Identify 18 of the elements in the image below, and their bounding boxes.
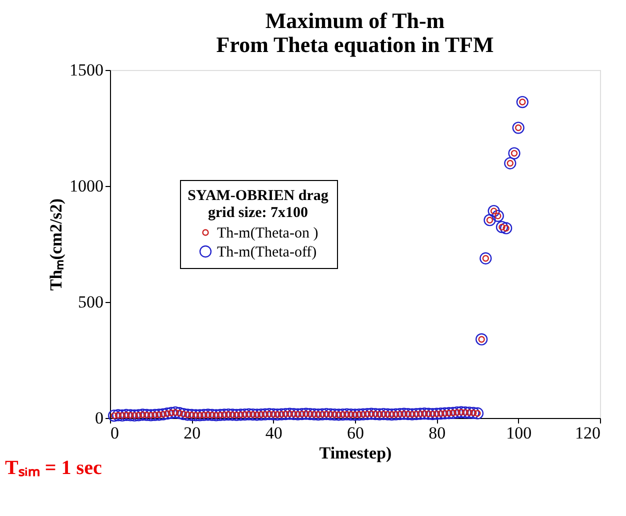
x-tick-label: 20	[184, 424, 201, 442]
x-tick-label: 100	[506, 424, 532, 442]
x-tick-label: 40	[265, 424, 282, 442]
x-tick-label: 0	[110, 424, 119, 442]
x-axis-title: Timestep)	[319, 444, 392, 462]
legend-title: SYAM-OBRIEN drag grid size: 7x100	[188, 188, 329, 221]
y-axis-title: Thₘ(cm2/s2)	[46, 198, 66, 291]
y-tick-label: 1500	[70, 60, 104, 80]
y-tick-label: 0	[95, 408, 104, 428]
x-tick-label: 80	[428, 424, 446, 442]
x-tick-label: 120	[575, 424, 600, 442]
legend-label: Th-m(Theta-on )	[217, 226, 318, 242]
y-tick-label: 1000	[70, 176, 104, 196]
text: Tₛᵢₘ = 1 sec	[5, 457, 102, 479]
chart-title: Maximum of Th-m From Theta equation in TFM	[216, 8, 494, 57]
y-tick-label: 500	[78, 292, 104, 312]
x-tick-label: 60	[347, 424, 364, 442]
legend-label: Th-m(Theta-off)	[217, 244, 317, 260]
